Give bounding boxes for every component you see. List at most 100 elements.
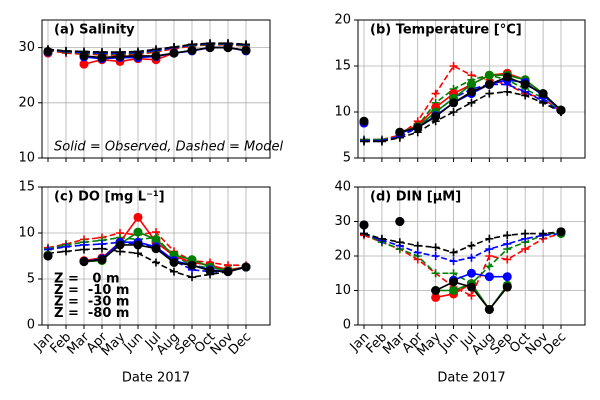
observed-line [399, 76, 562, 134]
panel-title: (c) DO [mg L⁻¹] [54, 190, 165, 205]
model-marker [170, 267, 178, 276]
observed-marker [151, 51, 161, 61]
y-tick-label: 5 [343, 151, 351, 166]
x-tick-label: Jun [121, 330, 147, 356]
model-line [364, 64, 562, 141]
model-marker [449, 257, 458, 266]
panel-title: (b) Temperature [°C] [370, 23, 522, 38]
observed-marker [538, 89, 548, 99]
model-marker [134, 249, 142, 258]
model-marker [449, 62, 458, 70]
y-tick-label: 30 [18, 40, 35, 55]
y-tick-label: 30 [334, 214, 351, 229]
observed-marker [395, 217, 405, 226]
observed-marker [133, 212, 143, 222]
annotation: Solid = Observed, Dashed = Model [54, 140, 283, 155]
model-marker [467, 98, 476, 107]
model-line [363, 231, 562, 285]
model-marker [503, 87, 512, 96]
model-marker [98, 244, 106, 253]
observed-marker [223, 43, 233, 53]
model-marker [449, 108, 458, 116]
observed-marker [556, 105, 566, 115]
y-tick-label: 10 [18, 151, 35, 166]
x-tick-label: Jun [436, 330, 462, 356]
legend-entry: Z = -80 m [54, 306, 129, 321]
model-marker [188, 273, 196, 282]
legend-entry: Z = -10 m [54, 283, 129, 298]
observed-marker [223, 267, 233, 277]
observed-marker [520, 79, 530, 89]
observed-marker [205, 266, 215, 276]
observed-marker [97, 53, 107, 63]
observed-marker [502, 272, 512, 282]
observed-marker [359, 116, 369, 126]
observed-marker [115, 240, 125, 250]
model-line [47, 231, 246, 266]
model-marker [413, 241, 422, 250]
observed-marker [484, 304, 494, 314]
y-tick-label: 10 [18, 226, 35, 241]
observed-marker [79, 59, 89, 69]
y-tick-label: 10 [334, 283, 351, 298]
observed-line [83, 215, 247, 271]
observed-marker [169, 48, 179, 58]
observed-marker [43, 251, 53, 261]
model-marker [485, 262, 494, 271]
observed-marker [241, 45, 251, 55]
observed-marker [502, 282, 512, 292]
observed-marker [115, 51, 125, 61]
observed-marker [484, 272, 494, 282]
observed-line [83, 46, 247, 59]
model-marker [152, 258, 160, 267]
observed-marker [79, 257, 89, 267]
model-line [363, 231, 562, 254]
model-marker [539, 98, 548, 107]
model-line [47, 236, 247, 271]
y-tick-label: 20 [334, 13, 351, 28]
observed-marker [466, 282, 476, 292]
observed-marker [187, 45, 197, 55]
observed-marker [484, 79, 494, 89]
y-tick-label: 15 [18, 180, 35, 195]
model-marker [449, 248, 458, 257]
x-tick-label: Dec [226, 330, 254, 358]
model-marker [503, 231, 512, 240]
y-tick-label: 15 [334, 59, 351, 74]
observed-line [399, 74, 562, 134]
y-tick-label: 5 [27, 272, 35, 287]
observed-marker [151, 234, 161, 244]
observed-marker [395, 127, 405, 137]
model-line [364, 74, 562, 141]
panel-title: (a) Salinity [54, 23, 135, 38]
x-tick-label: Dec [541, 330, 569, 358]
model-marker [521, 91, 530, 100]
observed-marker [449, 98, 459, 108]
observed-marker [449, 286, 459, 295]
observed-marker [466, 268, 476, 278]
observed-line [83, 244, 247, 273]
model-marker [431, 89, 440, 98]
observed-marker [133, 227, 143, 237]
model-marker [467, 241, 476, 250]
model-marker [431, 252, 440, 260]
y-tick-label: 0 [343, 318, 351, 333]
observed-marker [449, 277, 459, 287]
observed-marker [466, 79, 476, 89]
observed-marker [151, 244, 161, 254]
plot-area [43, 39, 251, 69]
plot-area [359, 217, 566, 314]
observed-marker [97, 255, 107, 265]
model-marker [503, 255, 512, 264]
model-marker [377, 137, 386, 146]
model-marker [503, 239, 512, 248]
y-tick-label: 20 [18, 95, 35, 110]
model-marker [431, 269, 440, 278]
observed-marker [413, 123, 423, 133]
model-marker [395, 238, 404, 247]
observed-marker [79, 51, 89, 61]
x-axis-label: Date 2017 [122, 371, 190, 386]
observed-marker [187, 260, 197, 270]
observed-marker [241, 262, 251, 272]
